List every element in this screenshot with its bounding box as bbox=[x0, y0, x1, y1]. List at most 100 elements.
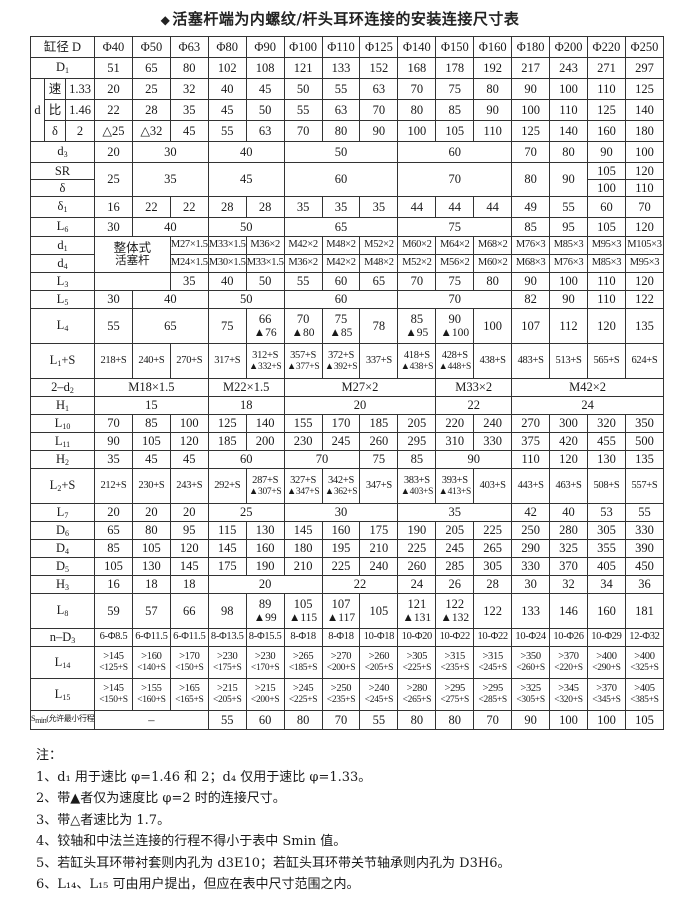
table-cell: 135 bbox=[624, 308, 665, 344]
cell-value: 60 bbox=[334, 172, 348, 187]
table-cell: 112 bbox=[549, 308, 588, 344]
cell-value: >400 bbox=[596, 651, 617, 662]
cell-value: M27×1.5 bbox=[170, 239, 208, 251]
label-subscript: 2 bbox=[69, 385, 74, 395]
table-cell: 260 bbox=[397, 557, 437, 576]
label-main: L bbox=[49, 353, 58, 368]
table-cell: 44 bbox=[473, 196, 513, 218]
cell-value: 75 bbox=[220, 318, 234, 333]
cell-value: M42×2 bbox=[569, 380, 607, 395]
table-cell: 65 bbox=[283, 217, 399, 237]
cell-value: 90 bbox=[448, 312, 462, 327]
table-cell: 195 bbox=[321, 539, 361, 558]
cell-value: 90 bbox=[600, 144, 613, 159]
table-cell: 105 ▲115 bbox=[283, 593, 323, 629]
table-cell: 90 bbox=[549, 162, 588, 197]
table-cell: 90 bbox=[511, 78, 551, 100]
cell-value: 265 bbox=[483, 541, 503, 556]
cell-value: M48×2 bbox=[326, 239, 356, 251]
table-cell: 60 bbox=[321, 272, 361, 291]
note-item: 5、若缸头耳环带衬套则内孔为 d3E10；若缸头耳环带关节轴承则内孔为 D3H6… bbox=[36, 855, 511, 871]
label-subscript: 5 bbox=[64, 297, 69, 307]
cell-value: 70 bbox=[410, 274, 424, 289]
table-cell: 90 ▲100 bbox=[435, 308, 475, 344]
table-cell: 25 bbox=[131, 78, 171, 100]
table-cell: 110 bbox=[586, 290, 626, 309]
label-main: D bbox=[55, 540, 66, 555]
cell-value: 122 bbox=[445, 597, 465, 612]
row-label: L15 bbox=[30, 678, 95, 711]
table-cell: >350 <260+S bbox=[511, 646, 551, 679]
table-cell: 120 bbox=[624, 217, 665, 237]
table-cell: 347+S bbox=[359, 468, 399, 504]
table-cell: 26 bbox=[435, 575, 475, 594]
cell-value-secondary: ▲132 bbox=[440, 611, 470, 624]
table-cell: >160 <140+S bbox=[131, 646, 171, 679]
cell-value: 98 bbox=[220, 603, 234, 618]
cell-value: 557+S bbox=[631, 479, 658, 491]
table-cell: 20 bbox=[94, 503, 133, 522]
cell-value: 100 bbox=[559, 712, 578, 727]
cell-value-secondary: ▲448+S bbox=[438, 361, 472, 372]
label-main: L bbox=[56, 504, 65, 519]
cell-value: 26 bbox=[448, 577, 462, 592]
notes: 注： 1、d₁ 用于速比 φ=1.46 和 2；d₄ 仅用于速比 φ=1.33。… bbox=[36, 745, 510, 896]
cell-value: 175 bbox=[369, 523, 389, 538]
table-cell: △32 bbox=[131, 120, 171, 142]
table-cell: 30 bbox=[283, 503, 399, 522]
cell-value-secondary: <200+S bbox=[250, 695, 280, 706]
table-cell: 110 bbox=[473, 120, 513, 142]
cell-value: 125 bbox=[635, 81, 654, 96]
cell-value-secondary: <185+S bbox=[288, 663, 318, 674]
table-cell: >400 <325+S bbox=[624, 646, 665, 679]
table-row: 2–d2 M18×1.5 M22×1.5 M27×2 M33×2 M42×2 bbox=[30, 378, 664, 397]
table-cell: M27×2 bbox=[283, 378, 437, 397]
cell-value: 342+S bbox=[327, 474, 354, 486]
table-cell: 90 bbox=[473, 99, 513, 121]
label-subscript: 11 bbox=[62, 439, 71, 449]
table-cell: >230 <175+S bbox=[207, 646, 247, 679]
cell-value: 292+S bbox=[214, 479, 241, 491]
table-cell: 135 bbox=[624, 450, 665, 469]
table-cell: 16 bbox=[94, 196, 133, 218]
cell-value: 357+S bbox=[290, 349, 317, 361]
cell-value: 70 bbox=[334, 712, 348, 727]
table-cell: 218+S bbox=[94, 343, 133, 379]
label-main: n–D bbox=[49, 629, 72, 644]
table-cell: 6-Φ11.5 bbox=[131, 628, 171, 647]
table-cell: 10-Φ22 bbox=[435, 628, 475, 647]
table-cell: 65 bbox=[131, 308, 209, 344]
cell-value-secondary: ▲117 bbox=[326, 611, 356, 624]
cell-value: 75 bbox=[334, 312, 348, 327]
cell-value: 270 bbox=[521, 416, 540, 431]
cell-value: 190 bbox=[407, 523, 427, 538]
cell-value: >160 bbox=[141, 651, 162, 662]
row-label: D1 bbox=[30, 57, 95, 79]
cell-value-secondary: 活塞杆 bbox=[115, 255, 150, 268]
cell-value: 75 bbox=[448, 81, 462, 96]
table-cell: >230 <170+S bbox=[245, 646, 285, 679]
diamond-bullet-icon: ◆ bbox=[160, 13, 171, 27]
table-cell: M24×1.5 bbox=[169, 254, 209, 273]
cell-value: >345 bbox=[558, 683, 579, 694]
cell-value: M22×1.5 bbox=[223, 380, 270, 395]
table-cell: M105×3 bbox=[624, 236, 665, 255]
cell-value-secondary: <245+S bbox=[364, 695, 394, 706]
table-cell: 403+S bbox=[473, 468, 513, 504]
table-cell: 40 bbox=[207, 78, 247, 100]
cell-value: 36 bbox=[638, 577, 651, 592]
cell-value: 195 bbox=[331, 541, 351, 556]
table-cell: M48×2 bbox=[321, 236, 361, 255]
cell-value: 40 bbox=[562, 505, 575, 520]
table-cell: 25 bbox=[207, 503, 285, 522]
cell-value: 100 bbox=[559, 81, 578, 96]
table-row: d1 整体式 活塞杆 M27×1.5 M33×1.5 M36×2 M42×2 M48×2 M52… bbox=[30, 236, 665, 273]
cell-value: >165 bbox=[179, 683, 200, 694]
cell-value: 22 bbox=[183, 199, 196, 214]
table-cell: 80 bbox=[549, 141, 588, 163]
table-cell: 102 bbox=[207, 57, 247, 79]
cell-value: 205 bbox=[445, 523, 465, 538]
table-cell: 63 bbox=[245, 120, 285, 142]
cell-value-secondary: <305+S bbox=[516, 695, 545, 706]
table-cell: 70 bbox=[94, 414, 133, 433]
